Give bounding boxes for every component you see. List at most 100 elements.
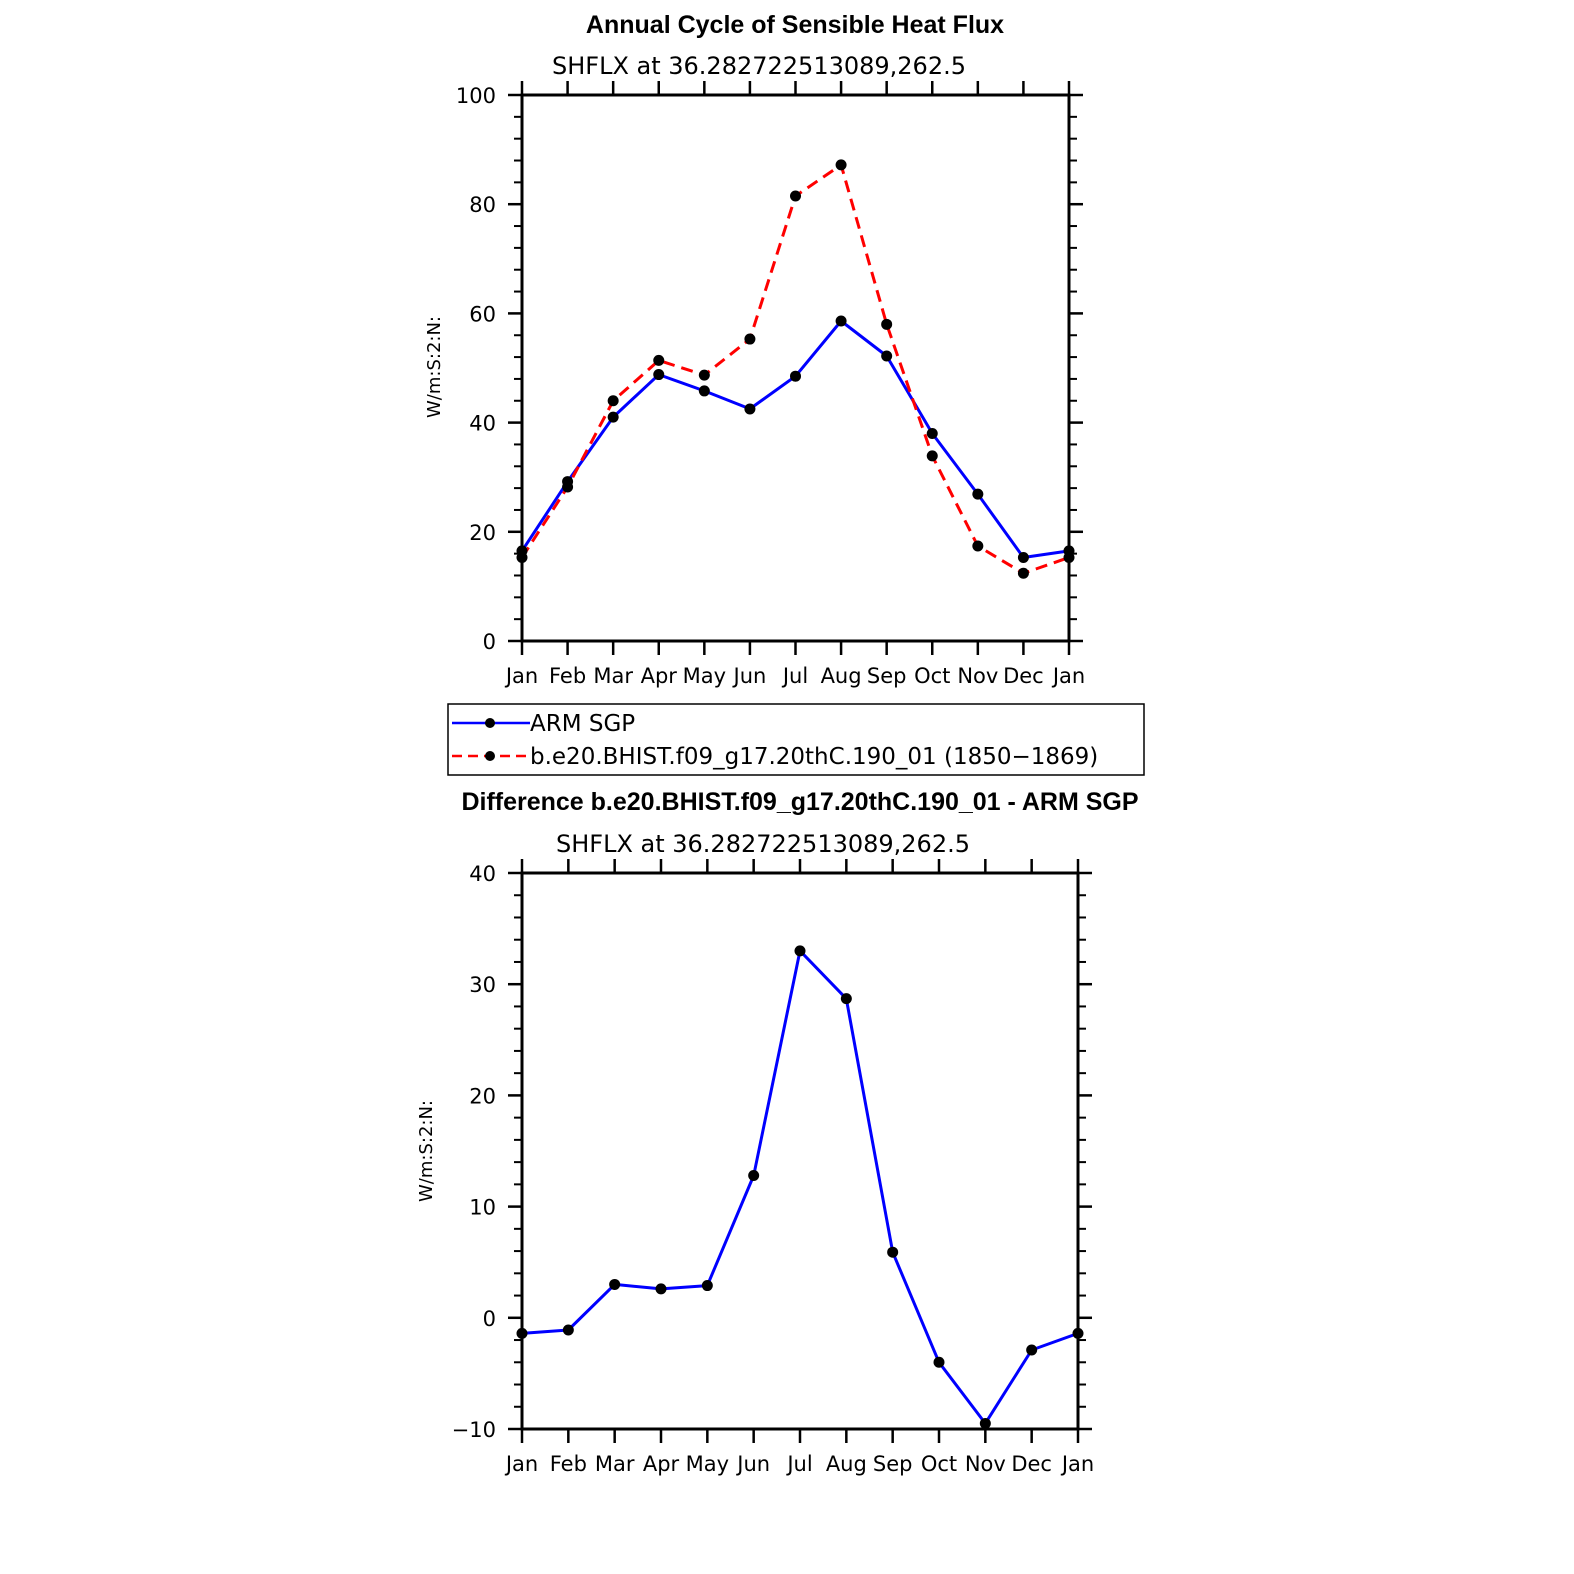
data-point bbox=[926, 450, 938, 462]
data-point bbox=[881, 350, 893, 362]
x-tick-label: Jan bbox=[504, 664, 538, 688]
series-line-0 bbox=[521, 949, 1079, 1425]
x-tick-label: May bbox=[686, 1452, 729, 1476]
y-axis-label: W/m:S:2:N: bbox=[416, 1100, 437, 1202]
x-tick-label: Dec bbox=[1011, 1452, 1052, 1476]
data-point bbox=[1017, 551, 1029, 563]
data-point bbox=[609, 1278, 621, 1290]
data-point bbox=[744, 333, 756, 345]
x-tick-label: Aug bbox=[821, 664, 862, 688]
x-tick-label: Jan bbox=[1060, 1452, 1094, 1476]
x-tick-label: Oct bbox=[914, 664, 950, 688]
data-point bbox=[607, 395, 619, 407]
y-tick-label: 30 bbox=[469, 973, 496, 997]
data-point bbox=[1017, 567, 1029, 579]
data-point bbox=[562, 481, 574, 493]
legend-label-arm-sgp: ARM SGP bbox=[530, 711, 635, 737]
x-tick-label: Feb bbox=[550, 1452, 587, 1476]
chart-subtitle: SHFLX at 36.282722513089,262.5 bbox=[552, 52, 966, 80]
annual-cycle-panel: Annual Cycle of Sensible Heat Flux SHFLX… bbox=[424, 11, 1085, 688]
x-tick-label: Apr bbox=[641, 664, 678, 688]
data-point bbox=[840, 993, 852, 1005]
x-tick-label: Jun bbox=[732, 664, 767, 688]
data-point bbox=[698, 385, 710, 397]
x-tick-label: Feb bbox=[549, 664, 586, 688]
x-tick-label: Mar bbox=[595, 1452, 635, 1476]
data-point bbox=[562, 1324, 574, 1336]
data-point bbox=[1063, 551, 1075, 563]
x-tick-label: Oct bbox=[921, 1452, 957, 1476]
legend-item-model: b.e20.BHIST.f09_g17.20thC.190_01 (1850−1… bbox=[452, 744, 1098, 770]
data-point bbox=[933, 1356, 945, 1368]
x-tick-label: Mar bbox=[593, 664, 633, 688]
x-tick-label: Sep bbox=[873, 1452, 913, 1476]
difference-panel: Difference b.e20.BHIST.f09_g17.20thC.190… bbox=[416, 788, 1139, 1476]
data-point bbox=[607, 411, 619, 423]
x-tick-label: Aug bbox=[826, 1452, 867, 1476]
data-point bbox=[1026, 1344, 1038, 1356]
data-point bbox=[972, 488, 984, 500]
y-tick-label: 80 bbox=[469, 193, 496, 217]
data-point bbox=[790, 370, 801, 382]
y-tick-label: 0 bbox=[483, 630, 496, 654]
x-tick-label: Jul bbox=[781, 664, 808, 688]
x-tick-label: Nov bbox=[965, 1452, 1006, 1476]
y-tick-label: −10 bbox=[452, 1418, 496, 1442]
data-point bbox=[881, 318, 893, 330]
x-tick-label: Jan bbox=[504, 1452, 538, 1476]
series-lines bbox=[520, 163, 1070, 575]
data-point bbox=[979, 1417, 991, 1429]
chart-title: Annual Cycle of Sensible Heat Flux bbox=[586, 11, 1004, 39]
y-tick-label: 10 bbox=[469, 1196, 496, 1220]
chart-subtitle: SHFLX at 36.282722513089,262.5 bbox=[556, 830, 970, 858]
legend-marker-model bbox=[485, 751, 495, 761]
data-point bbox=[748, 1169, 760, 1181]
data-point bbox=[516, 1327, 528, 1339]
plot-frame bbox=[520, 93, 1071, 643]
x-tick-label: Sep bbox=[867, 664, 907, 688]
series-markers bbox=[516, 159, 1075, 579]
x-tick-label: Jan bbox=[1051, 664, 1085, 688]
axes: Jan Feb Mar Apr May Jun Jul Aug Sep Oct Nov Dec Jan−… bbox=[452, 859, 1094, 1476]
x-tick-label: Dec bbox=[1003, 664, 1044, 688]
x-tick-label: Jul bbox=[785, 1452, 812, 1476]
legend-box bbox=[447, 703, 1145, 776]
y-tick-label: 0 bbox=[483, 1307, 496, 1331]
data-point bbox=[972, 540, 984, 552]
y-tick-label: 40 bbox=[469, 412, 496, 436]
legend: ARM SGP b.e20.BHIST.f09_g17.20thC.190_01… bbox=[447, 703, 1145, 776]
series-line-1 bbox=[520, 163, 1070, 575]
x-tick-label: Apr bbox=[643, 1452, 680, 1476]
data-point bbox=[790, 190, 801, 202]
axes: Jan Feb Mar Apr May Jun Jul Aug Sep Oct Nov Dec Jan 0… bbox=[456, 81, 1085, 688]
data-point bbox=[926, 428, 938, 440]
y-tick-label: 40 bbox=[469, 862, 496, 886]
legend-item-arm-sgp: ARM SGP bbox=[452, 711, 635, 737]
x-tick-label: Nov bbox=[957, 664, 998, 688]
y-tick-label: 60 bbox=[469, 302, 496, 326]
series-markers bbox=[516, 945, 1084, 1429]
data-point bbox=[744, 403, 756, 415]
legend-marker-arm-sgp bbox=[485, 718, 495, 728]
series-line-0 bbox=[520, 319, 1070, 559]
data-point bbox=[653, 354, 665, 366]
data-point bbox=[887, 1246, 899, 1258]
x-tick-label: May bbox=[683, 664, 726, 688]
data-point bbox=[835, 315, 847, 327]
y-axis-label: W/m:S:2:N: bbox=[424, 316, 445, 418]
chart-title: Difference b.e20.BHIST.f09_g17.20thC.190… bbox=[461, 788, 1138, 816]
legend-label-model: b.e20.BHIST.f09_g17.20thC.190_01 (1850−1… bbox=[530, 744, 1098, 770]
y-tick-label: 20 bbox=[469, 521, 496, 545]
data-point bbox=[835, 159, 847, 171]
data-point bbox=[655, 1283, 667, 1295]
y-tick-label: 100 bbox=[456, 84, 496, 108]
series-lines bbox=[521, 949, 1079, 1425]
data-point bbox=[516, 551, 528, 563]
data-point bbox=[701, 1280, 713, 1292]
data-point bbox=[698, 369, 710, 381]
data-point bbox=[794, 945, 806, 957]
data-point bbox=[653, 369, 665, 381]
data-point bbox=[1072, 1327, 1084, 1339]
y-tick-label: 20 bbox=[469, 1084, 496, 1108]
